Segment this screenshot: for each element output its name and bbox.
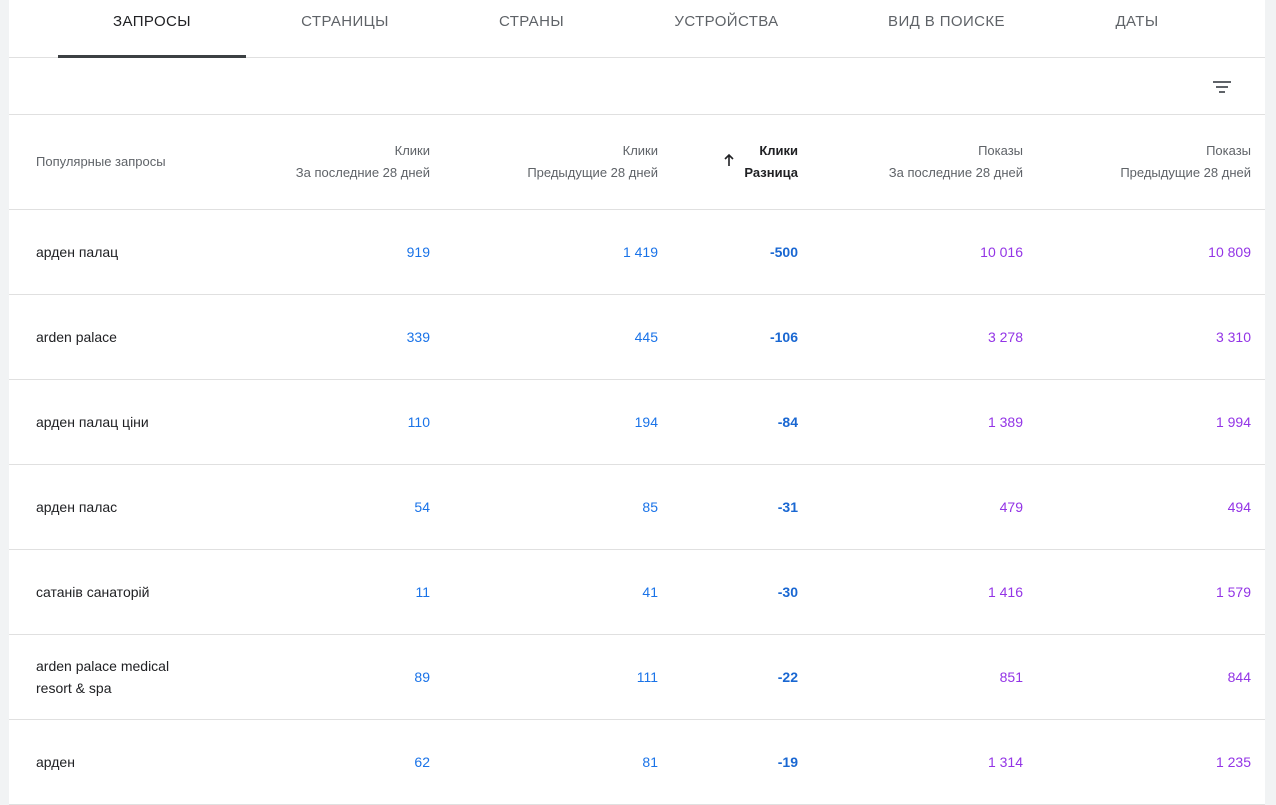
impressions-last-cell: 479	[999, 499, 1023, 515]
query-cell: арден палас	[36, 499, 118, 515]
clicks-last-cell: 54	[414, 499, 430, 515]
impressions-last-cell: 10 016	[980, 244, 1023, 260]
impressions-prev-cell: 1 579	[1215, 584, 1251, 600]
clicks-last-cell: 919	[406, 244, 430, 260]
table-row[interactable]: arden palace medical resort & spa 89 111…	[9, 635, 1265, 720]
filter-list-icon[interactable]	[1210, 75, 1234, 99]
table-row[interactable]: арден палас 54 85 -31 479 494	[9, 465, 1265, 550]
impressions-prev-cell: 494	[1227, 499, 1251, 515]
table-row[interactable]: арден палац ціни 110 194 -84 1 389 1 994	[9, 380, 1265, 465]
clicks-prev-cell: 445	[634, 329, 658, 345]
clicks-prev-cell: 1 419	[622, 244, 658, 260]
impressions-last-cell: 1 389	[987, 414, 1023, 430]
clicks-last-cell: 62	[414, 754, 430, 770]
impressions-prev-cell: 1 994	[1215, 414, 1251, 430]
clicks-diff-cell: -500	[769, 244, 798, 260]
clicks-prev-cell: 41	[642, 584, 658, 600]
tab-search-appearance-label: ВИД В ПОИСКЕ	[888, 13, 1005, 30]
clicks-diff-cell: -106	[769, 329, 798, 345]
header-clicks-diff-line2: Разница	[744, 165, 798, 180]
queries-table: Популярные запросы Клики За последние 28…	[9, 115, 1265, 805]
clicks-diff-cell: -22	[777, 669, 798, 685]
clicks-prev-cell: 85	[642, 499, 658, 515]
tab-countries-label: СТРАНЫ	[498, 13, 564, 30]
tab-countries[interactable]: СТРАНЫ	[469, 0, 594, 57]
header-query[interactable]: Популярные запросы	[36, 115, 166, 209]
header-clicks-diff-line1: Клики	[759, 143, 798, 158]
header-clicks-last-line2: За последние 28 дней	[295, 165, 430, 180]
impressions-prev-cell: 844	[1227, 669, 1251, 685]
active-tab-indicator	[58, 55, 246, 58]
impressions-prev-cell: 1 235	[1215, 754, 1251, 770]
table-row[interactable]: арден палац 919 1 419 -500 10 016 10 809	[9, 210, 1265, 295]
header-clicks-prev-line2: Предыдущие 28 дней	[527, 165, 658, 180]
tab-search-appearance[interactable]: ВИД В ПОИСКЕ	[864, 0, 1029, 57]
tab-dates[interactable]: ДАТЫ	[1084, 0, 1190, 57]
query-cell: сатанів санаторій	[36, 584, 150, 600]
clicks-prev-cell: 194	[634, 414, 658, 430]
clicks-diff-cell: -19	[777, 754, 798, 770]
header-impressions-last-line1: Показы	[978, 143, 1023, 158]
table-row[interactable]: арден 62 81 -19 1 314 1 235	[9, 720, 1265, 805]
query-cell: арден	[36, 754, 75, 770]
header-query-label: Популярные запросы	[36, 154, 166, 169]
header-clicks-prev[interactable]: Клики Предыдущие 28 дней	[527, 115, 658, 209]
table-row[interactable]: arden palace 339 445 -106 3 278 3 310	[9, 295, 1265, 380]
header-clicks-last[interactable]: Клики За последние 28 дней	[296, 115, 430, 209]
query-cell: arden palace	[36, 329, 117, 345]
tab-pages[interactable]: СТРАНИЦЫ	[271, 0, 419, 57]
impressions-prev-cell: 10 809	[1208, 244, 1251, 260]
clicks-diff-cell: -84	[777, 414, 798, 430]
table-header-row: Популярные запросы Клики За последние 28…	[9, 115, 1265, 210]
tab-dates-label: ДАТЫ	[1115, 13, 1159, 30]
tab-queries[interactable]: ЗАПРОСЫ	[58, 0, 246, 58]
header-impressions-prev[interactable]: Показы Предыдущие 28 дней	[1120, 115, 1251, 209]
header-impressions-prev-line2: Предыдущие 28 дней	[1120, 165, 1251, 180]
query-cell: арден палац	[36, 244, 119, 260]
impressions-last-cell: 3 278	[987, 329, 1023, 345]
impressions-prev-cell: 3 310	[1215, 329, 1251, 345]
query-cell: arden palace medical resort & spa	[36, 658, 170, 696]
tab-devices[interactable]: УСТРОЙСТВА	[649, 0, 804, 57]
header-impressions-last[interactable]: Показы За последние 28 дней	[889, 115, 1023, 209]
clicks-diff-cell: -30	[777, 584, 798, 600]
sort-ascending-arrow-icon[interactable]	[722, 153, 736, 167]
tab-bar: ЗАПРОСЫ СТРАНИЦЫ СТРАНЫ УСТРОЙСТВА ВИД В…	[9, 0, 1265, 58]
impressions-last-cell: 1 314	[987, 754, 1023, 770]
tab-pages-label: СТРАНИЦЫ	[301, 13, 389, 30]
table-toolbar	[9, 58, 1265, 115]
clicks-last-cell: 339	[406, 329, 430, 345]
clicks-last-cell: 89	[414, 669, 430, 685]
table-row[interactable]: сатанів санаторій 11 41 -30 1 416 1 579	[9, 550, 1265, 635]
query-cell: арден палац ціни	[36, 414, 149, 430]
clicks-last-cell: 11	[415, 584, 430, 600]
header-impressions-last-line2: За последние 28 дней	[888, 165, 1023, 180]
clicks-prev-cell: 81	[642, 754, 658, 770]
tab-queries-label: ЗАПРОСЫ	[113, 13, 191, 30]
header-clicks-last-line1: Клики	[394, 143, 430, 158]
clicks-last-cell: 110	[407, 414, 430, 430]
header-clicks-diff[interactable]: Клики Разница	[744, 115, 798, 209]
performance-panel: ЗАПРОСЫ СТРАНИЦЫ СТРАНЫ УСТРОЙСТВА ВИД В…	[9, 0, 1265, 805]
impressions-last-cell: 851	[999, 669, 1023, 685]
impressions-last-cell: 1 416	[987, 584, 1023, 600]
header-impressions-prev-line1: Показы	[1206, 143, 1251, 158]
clicks-diff-cell: -31	[777, 499, 798, 515]
tab-devices-label: УСТРОЙСТВА	[674, 13, 779, 30]
clicks-prev-cell: 111	[636, 669, 658, 685]
header-clicks-prev-line1: Клики	[622, 143, 658, 158]
